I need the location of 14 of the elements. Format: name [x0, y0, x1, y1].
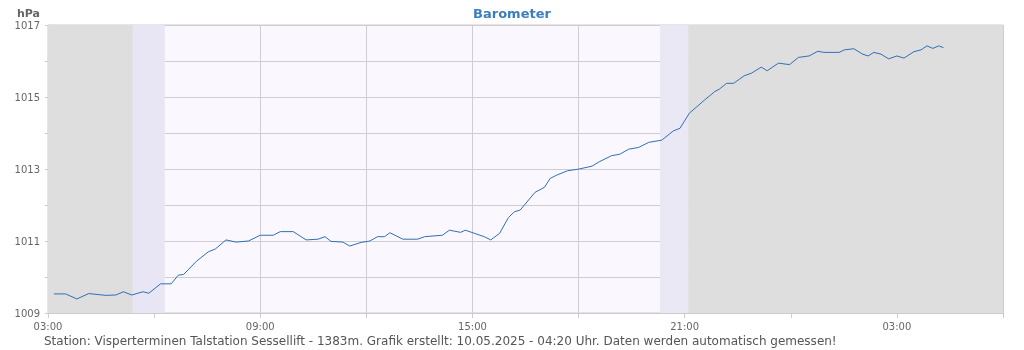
x-tick-label: 09:00 — [245, 320, 275, 332]
x-tick-label: 15:00 — [458, 320, 487, 332]
x-tick-label: 03:00 — [33, 320, 63, 332]
x-tick-label: 03:00 — [882, 320, 912, 332]
y-tick-label: 1017 — [14, 19, 40, 31]
y-tick-label: 1011 — [14, 235, 40, 247]
y-axis-title: hPa — [16, 7, 40, 20]
y-tick-label: 1013 — [14, 163, 40, 175]
y-tick-label: 1015 — [14, 91, 40, 103]
line-series — [53, 45, 944, 300]
text: Station: Visperterminen Talstation Sessellift - 1383m. Grafik erstellt: 10.05.2025 - 04:20 Uhr. Daten werden automatisch gemessen! — [44, 334, 837, 348]
chart-title: Barometer — [473, 6, 552, 21]
y-tick-label: 1009 — [14, 307, 40, 319]
x-tick-label: 21:00 — [670, 320, 700, 332]
